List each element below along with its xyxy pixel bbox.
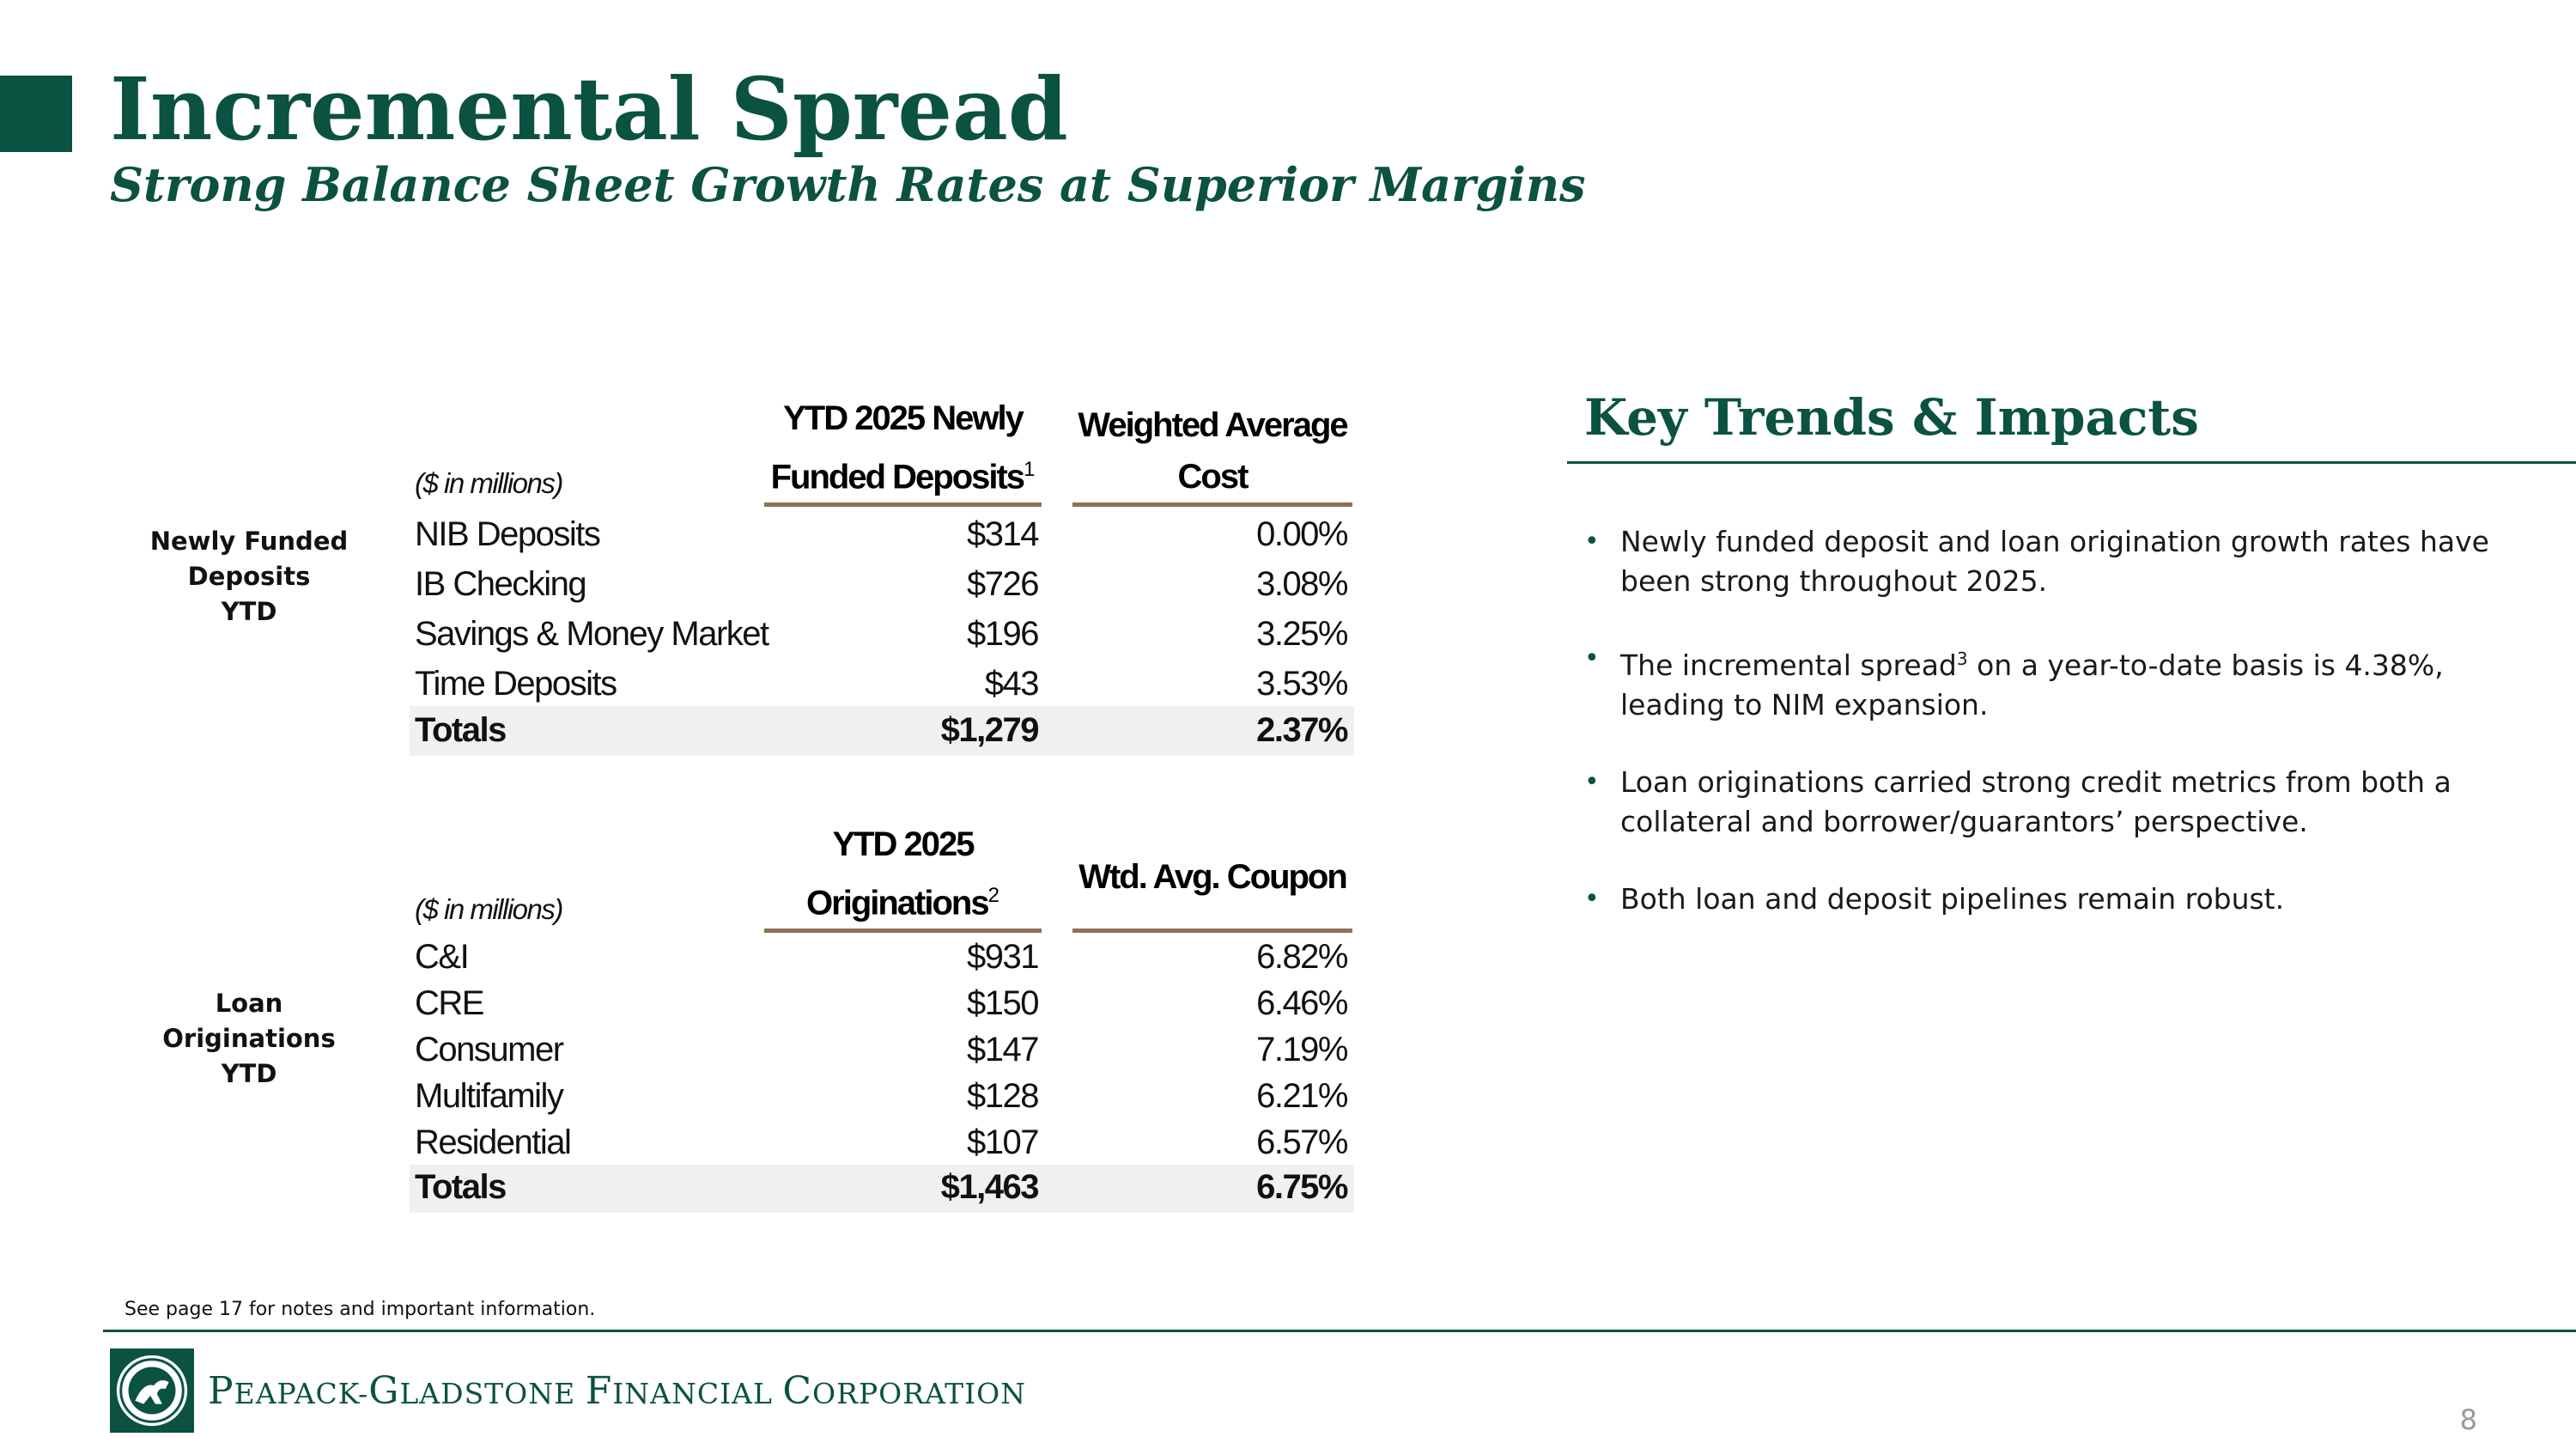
bullet-icon: •	[1584, 643, 1600, 673]
deposits-table-header: ($ in millions) YTD 2025 Newly Funded De…	[410, 397, 1354, 507]
footer-divider	[103, 1330, 2576, 1332]
bullet-icon: •	[1584, 884, 1600, 914]
table-row: Consumer $147 7.19%	[415, 1031, 1348, 1068]
table-row: IB Checking $726 3.08%	[415, 565, 1348, 603]
list-item: • Both loan and deposit pipelines remain…	[1584, 880, 2546, 919]
bullet-icon: •	[1584, 527, 1600, 557]
loans-table: ($ in millions) YTD 2025 Originations2 W…	[410, 825, 1354, 1213]
loans-table-header: ($ in millions) YTD 2025 Originations2 W…	[410, 825, 1354, 933]
loans-col-rate-header: Wtd. Avg. Coupon	[1072, 851, 1352, 933]
loans-col-amount-header: YTD 2025 Originations2	[764, 819, 1042, 933]
loans-total-row: Totals $1,463 6.75%	[410, 1165, 1354, 1213]
loans-section-label: Loan Originations YTD	[162, 989, 336, 1088]
key-trends-divider	[1567, 461, 2576, 464]
loans-units: ($ in millions)	[415, 893, 563, 925]
deposits-col-rate-header: Weighted Average Cost	[1072, 399, 1352, 507]
bullet-icon: •	[1584, 767, 1600, 797]
title-accent-square	[0, 76, 72, 152]
company-name: PEAPACK-GLADSTONE FINANCIAL CORPORATION	[208, 1369, 1027, 1413]
table-row: Time Deposits $43 3.53%	[415, 665, 1348, 703]
page-title: Incremental Spread	[110, 58, 1068, 160]
list-item: • The incremental spread3 on a year-to-d…	[1584, 639, 2546, 725]
table-row: NIB Deposits $314 0.00%	[415, 515, 1348, 553]
deposits-units: ($ in millions)	[415, 467, 563, 499]
table-row: C&I $931 6.82%	[415, 938, 1348, 976]
list-item: • Newly funded deposit and loan originat…	[1584, 522, 2546, 601]
company-seal-icon	[110, 1349, 194, 1433]
table-row: CRE $150 6.46%	[415, 984, 1348, 1022]
page-subtitle: Strong Balance Sheet Growth Rates at Sup…	[110, 157, 1586, 212]
deposits-section-label: Newly Funded Deposits YTD	[149, 527, 349, 626]
table-row: Multifamily $128 6.21%	[415, 1077, 1348, 1115]
key-trends-title: Key Trends & Impacts	[1584, 388, 2199, 447]
deposits-table: ($ in millions) YTD 2025 Newly Funded De…	[410, 397, 1354, 756]
table-row: Residential $107 6.57%	[415, 1123, 1348, 1161]
footnote: See page 17 for notes and important info…	[125, 1299, 596, 1320]
deposits-total-row: Totals $1,279 2.37%	[410, 706, 1354, 756]
page-number: 8	[2459, 1403, 2477, 1436]
list-item: • Loan originations carried strong credi…	[1584, 763, 2546, 842]
key-trends-list: • Newly funded deposit and loan originat…	[1584, 522, 2546, 957]
table-row: Savings & Money Market $196 3.25%	[415, 615, 1348, 653]
deposits-col-amount-header: YTD 2025 Newly Funded Deposits1	[764, 393, 1042, 507]
